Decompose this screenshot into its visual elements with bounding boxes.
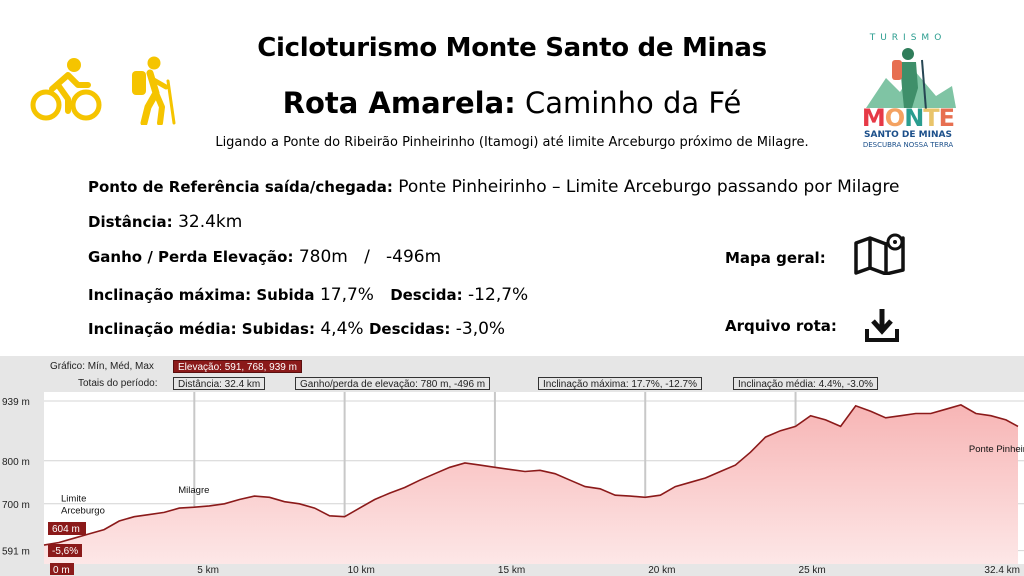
- y-tick-label: 939 m: [2, 397, 30, 408]
- reference-point-line: Ponto de Referência saída/chegada: Ponte…: [88, 177, 900, 197]
- x-start-badge: [50, 563, 74, 575]
- elevation-value: 780m / -496m: [298, 247, 442, 267]
- start-grade-readout: -5,6%: [52, 546, 78, 557]
- elevation-chart: 591 m 700 m 800 m 939 m 0 m 5 km 10 km 15 km 20 …: [0, 356, 1024, 576]
- distance-value: 32.4km: [178, 212, 243, 232]
- y-tick-label: 591 m: [2, 547, 30, 558]
- chart-max-incline-total: Inclinação máxima: 17.7%, -12.7%: [538, 377, 702, 390]
- chart-totals-label: Totais do período:: [78, 378, 158, 389]
- x-tick-label: 15 km: [498, 565, 525, 576]
- map-pin-icon[interactable]: [853, 233, 907, 275]
- logo-tagline: DESCUBRA NOSSA TERRA: [862, 141, 954, 149]
- reference-label: Ponto de Referência saída/chegada:: [88, 178, 393, 196]
- elevation-area: [44, 404, 1018, 564]
- start-elevation-readout: 604 m: [52, 524, 80, 535]
- x-tick-label: 10 km: [348, 565, 375, 576]
- turismo-logo: TURISMO MONTE SANTO DE MINAS DESCUBRA NO…: [856, 30, 960, 154]
- avg-incline-down: -3,0%: [455, 319, 506, 339]
- max-incline-up: 17,7%: [319, 285, 374, 305]
- page-title: Cicloturismo Monte Santo de Minas: [257, 33, 767, 63]
- elevation-chart-svg: 591 m 700 m 800 m 939 m 0 m 5 km 10 km 15 km 20 …: [0, 356, 1024, 576]
- x-tick-label: 32.4 km: [984, 565, 1020, 576]
- distance-line: Distância: 32.4km: [88, 212, 242, 232]
- route-annotation: Limite: [61, 494, 86, 505]
- x-tick-label: 0 m: [53, 565, 70, 576]
- reference-value: Ponte Pinheirinho – Limite Arceburgo pas…: [398, 177, 900, 197]
- avg-incline-down-label: Descidas:: [368, 320, 451, 338]
- download-icon[interactable]: [864, 307, 900, 343]
- chart-stats-label: Gráfico: Mín, Méd, Max: [50, 361, 154, 372]
- avg-incline-up: 4,4%: [320, 319, 364, 339]
- route-subtitle: Ligando a Ponte do Ribeirão Pinheirinho …: [215, 135, 809, 150]
- x-tick-label: 5 km: [197, 565, 219, 576]
- chart-elevation-total: Ganho/perda de elevação: 780 m, -496 m: [295, 377, 491, 390]
- route-title: Rota Amarela: Caminho da Fé: [0, 86, 1024, 120]
- logo-santo-de-minas-text: SANTO DE MINAS: [864, 130, 952, 140]
- elevation-line: [43, 404, 1019, 546]
- y-tick-label: 700 m: [2, 500, 30, 511]
- max-incline-label: Inclinação máxima: Subida: [88, 286, 315, 304]
- max-incline-down-label: Descida:: [390, 286, 463, 304]
- elevation-line: Ganho / Perda Elevação: 780m / -496m: [88, 247, 441, 267]
- chart-distance-total: Distância: 32.4 km: [173, 377, 266, 390]
- route-annotation: Ponte Pinheirinho: [969, 444, 1024, 455]
- logo-monte-text: MONTE: [861, 104, 955, 132]
- x-tick-label: 25 km: [799, 565, 826, 576]
- elevation-label: Ganho / Perda Elevação:: [88, 248, 294, 266]
- chart-elevation-stats: Elevação: 591, 768, 939 m: [173, 360, 302, 373]
- route-annotation: Arceburgo: [61, 506, 105, 517]
- route-name: Caminho da Fé: [524, 86, 742, 120]
- max-incline-line: Inclinação máxima: Subida 17,7% Descida:…: [88, 285, 528, 305]
- route-color-label: Rota Amarela:: [282, 86, 516, 120]
- avg-incline-line: Inclinação média: Subidas: 4,4% Descidas…: [88, 319, 505, 339]
- bicycle-icon: [30, 58, 102, 121]
- start-grade-badge: [48, 544, 82, 557]
- start-elevation-badge: [48, 522, 86, 535]
- logo-turismo-text: TURISMO: [869, 33, 947, 43]
- hiker-icon: [132, 56, 176, 125]
- map-label: Mapa geral:: [725, 249, 826, 267]
- avg-incline-label: Inclinação média: Subidas:: [88, 320, 315, 338]
- chart-avg-incline-total: Inclinação média: 4.4%, -3.0%: [733, 377, 879, 390]
- route-annotation: Milagre: [178, 485, 209, 496]
- distance-label: Distância:: [88, 213, 173, 231]
- y-tick-label: 800 m: [2, 457, 30, 468]
- x-tick-label: 20 km: [648, 565, 675, 576]
- route-file-label: Arquivo rota:: [725, 317, 837, 335]
- logo-pilgrim-icon: [866, 48, 956, 111]
- max-incline-down: -12,7%: [468, 285, 529, 305]
